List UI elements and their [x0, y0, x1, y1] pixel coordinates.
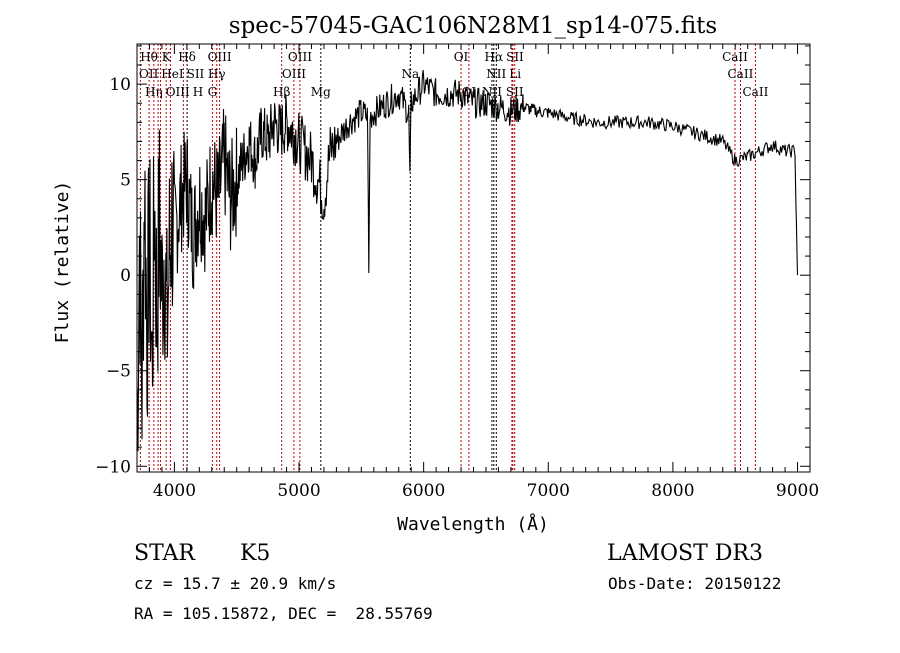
- redshift-cz: cz = 15.7 ± 20.9 km/s: [134, 574, 336, 593]
- x-tick-label: 6000: [402, 481, 445, 501]
- chart-title: spec-57045-GAC106N28M1_sp14-075.fits: [229, 13, 717, 39]
- spectral-line-label: CaII: [722, 50, 748, 64]
- y-tick-label: 10: [109, 75, 131, 95]
- spectrum-line: [136, 70, 799, 452]
- y-axis-label: Flux (relative): [52, 181, 73, 344]
- y-tick-label: 5: [120, 171, 131, 191]
- spectral-line-label: OIII: [166, 85, 190, 99]
- spectral-line-label: NII: [482, 85, 502, 99]
- spectral-line-label: CaII: [728, 67, 754, 81]
- spectral-line-label: OIII: [282, 67, 306, 81]
- survey-name: LAMOST DR3: [607, 541, 763, 566]
- x-tick-label: 8000: [651, 481, 694, 501]
- spectral-line-label: OI: [462, 85, 477, 99]
- plot-frame: [136, 43, 811, 473]
- x-tick-label: 4000: [153, 481, 196, 501]
- spectral-line-label: K: [162, 50, 172, 64]
- spectral-line-label: SII: [506, 50, 524, 64]
- y-tick-label: −5: [106, 362, 131, 382]
- spectral-line-label: Hα: [485, 50, 504, 64]
- spectral-line-label: Hη: [145, 85, 163, 99]
- spectral-line-label: H: [193, 85, 203, 99]
- object-subclass: K5: [240, 541, 270, 566]
- spectral-line-label: Hγ: [208, 67, 226, 81]
- x-axis-label: Wavelength (Å): [397, 513, 549, 535]
- spectral-line-label: G: [208, 85, 218, 99]
- spectral-line-markers: [139, 44, 756, 472]
- spectral-line-label: Mg: [311, 85, 331, 99]
- spectral-line-label: OI: [454, 50, 469, 64]
- spectrum-series: [136, 70, 799, 452]
- y-tick-label: 0: [120, 266, 131, 286]
- object-class: STAR: [134, 541, 196, 566]
- y-tick-label: −10: [95, 457, 131, 477]
- ra-dec: RA = 105.15872, DEC = 28.55769: [134, 604, 433, 623]
- spectral-line-label: Na: [402, 67, 420, 81]
- spectral-line-label: SII: [187, 67, 205, 81]
- x-tick-label: 9000: [776, 481, 819, 501]
- spectral-line-label: OIII: [288, 50, 312, 64]
- spectral-line-label: Hδ: [178, 50, 196, 64]
- spectral-line-label: Li: [509, 67, 521, 81]
- spectral-line-label: OIII: [208, 50, 232, 64]
- spectral-line-label: HeI: [161, 67, 184, 81]
- obs-date: Obs-Date: 20150122: [608, 574, 781, 593]
- spectral-line-label: Hθ: [140, 50, 158, 64]
- spectral-line-label: SII: [506, 85, 524, 99]
- spectral-line-label: OII: [139, 67, 159, 81]
- x-tick-label: 7000: [527, 481, 570, 501]
- axes: 4000 5000 6000 7000 8000 9000 −10 −5 0 5 10: [95, 44, 819, 501]
- spectral-line-label: CaII: [743, 85, 769, 99]
- spectral-line-label: Hβ: [273, 85, 290, 99]
- spectral-line-label: NII: [486, 67, 506, 81]
- x-tick-label: 5000: [277, 481, 320, 501]
